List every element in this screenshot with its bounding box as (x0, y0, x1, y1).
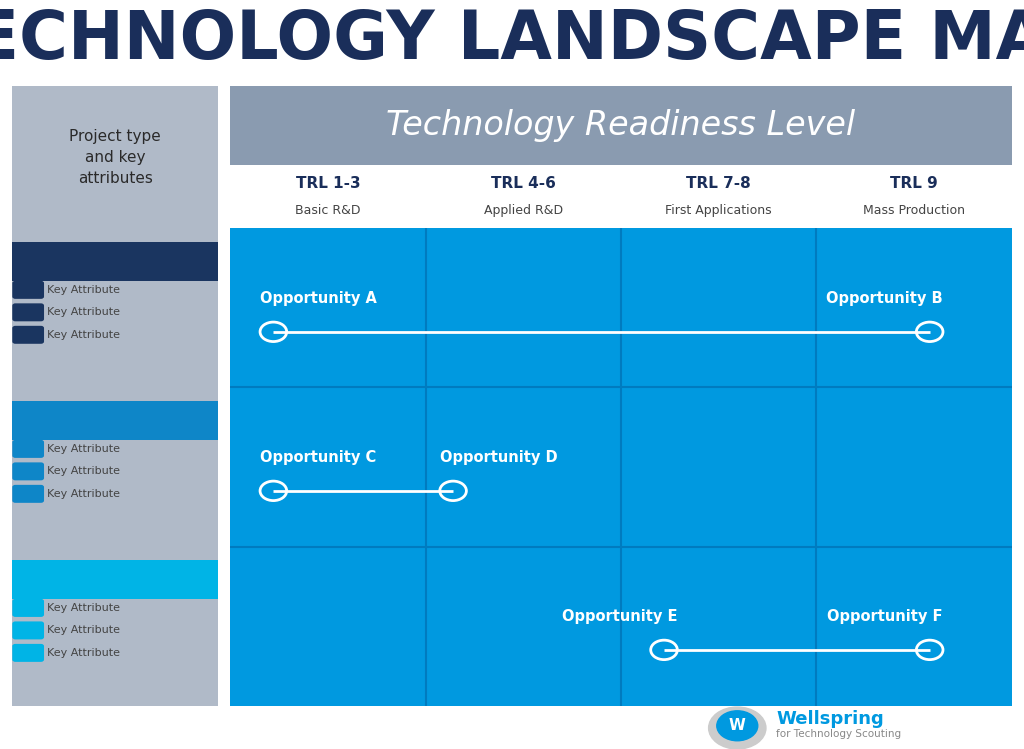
Circle shape (709, 707, 766, 749)
FancyBboxPatch shape (12, 86, 218, 706)
Text: Key Attribute: Key Attribute (47, 648, 120, 658)
FancyBboxPatch shape (12, 303, 44, 321)
Text: Key Attribute: Key Attribute (47, 625, 120, 635)
FancyBboxPatch shape (12, 560, 218, 599)
FancyBboxPatch shape (12, 440, 44, 458)
Text: TRL 9: TRL 9 (890, 176, 938, 192)
Text: TRL 1-3: TRL 1-3 (296, 176, 360, 192)
FancyBboxPatch shape (12, 401, 218, 440)
Text: Wellspring: Wellspring (776, 710, 884, 728)
Text: Basic R&D: Basic R&D (295, 204, 360, 216)
Text: Key Attribute: Key Attribute (47, 330, 120, 340)
Text: Applied R&D: Applied R&D (483, 204, 563, 216)
FancyBboxPatch shape (12, 622, 44, 640)
FancyBboxPatch shape (12, 326, 44, 344)
FancyBboxPatch shape (12, 281, 44, 299)
FancyBboxPatch shape (12, 485, 44, 503)
FancyBboxPatch shape (230, 228, 1012, 706)
Text: Opportunity F: Opportunity F (827, 609, 943, 624)
Text: Key Attribute: Key Attribute (47, 285, 120, 295)
Text: for Technology Scouting: for Technology Scouting (776, 729, 901, 739)
Text: TRL 7-8: TRL 7-8 (686, 176, 751, 192)
Text: Key Attribute: Key Attribute (47, 489, 120, 499)
Text: Opportunity E: Opportunity E (562, 609, 677, 624)
FancyBboxPatch shape (12, 462, 44, 480)
Text: Key Attribute: Key Attribute (47, 444, 120, 454)
Circle shape (717, 711, 758, 741)
Text: Project type
and key
attributes: Project type and key attributes (70, 129, 161, 186)
Text: Key Attribute: Key Attribute (47, 307, 120, 318)
FancyBboxPatch shape (12, 242, 218, 281)
Text: Opportunity A: Opportunity A (260, 291, 377, 306)
Text: Key Attribute: Key Attribute (47, 467, 120, 476)
Text: TECHNOLOGY LANDSCAPE MAP: TECHNOLOGY LANDSCAPE MAP (0, 7, 1024, 73)
Text: W: W (729, 718, 745, 733)
FancyBboxPatch shape (230, 86, 1012, 165)
Text: Opportunity C: Opportunity C (260, 449, 376, 464)
FancyBboxPatch shape (12, 599, 44, 617)
Text: Opportunity D: Opportunity D (439, 449, 557, 464)
Text: Technology Readiness Level: Technology Readiness Level (386, 109, 856, 142)
Text: Project 2: Project 2 (66, 411, 165, 430)
Text: TRL 4-6: TRL 4-6 (490, 176, 556, 192)
FancyBboxPatch shape (230, 165, 1012, 228)
Text: First Applications: First Applications (666, 204, 772, 216)
Text: Project 3: Project 3 (66, 570, 165, 589)
Text: Project 1: Project 1 (66, 252, 165, 271)
Text: Opportunity B: Opportunity B (826, 291, 943, 306)
Text: Mass Production: Mass Production (863, 204, 965, 216)
FancyBboxPatch shape (12, 644, 44, 662)
Text: Key Attribute: Key Attribute (47, 603, 120, 613)
